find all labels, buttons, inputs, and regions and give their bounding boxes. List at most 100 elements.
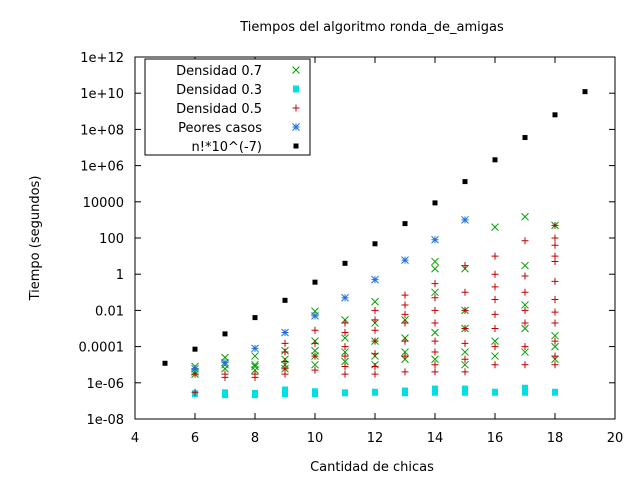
data-point <box>371 316 379 324</box>
x-tick-label: 12 <box>367 431 384 446</box>
data-point <box>311 366 319 374</box>
data-point <box>461 360 469 369</box>
data-point <box>552 388 558 396</box>
data-point <box>251 360 259 369</box>
data-point <box>251 373 259 381</box>
data-point <box>521 306 529 314</box>
x-tick-label: 6 <box>191 431 199 446</box>
data-point <box>341 357 349 366</box>
data-point <box>461 355 469 363</box>
data-point <box>521 301 529 309</box>
y-tick-label: 1e+08 <box>80 123 124 138</box>
data-point <box>431 235 439 244</box>
series-2 <box>191 221 559 396</box>
data-point <box>311 352 319 360</box>
data-point <box>431 355 439 364</box>
y-axis: 1e-08 1e-06 0.0001 0.01 1 100 10000 1e+06 1e+08 1… <box>79 51 615 428</box>
data-point <box>282 386 288 394</box>
data-point <box>192 346 198 352</box>
data-point <box>281 339 289 347</box>
data-point <box>491 337 499 346</box>
data-point <box>491 343 499 351</box>
data-point <box>371 337 379 345</box>
data-point <box>372 241 378 247</box>
data-point <box>491 310 499 318</box>
data-point <box>522 384 528 392</box>
data-point <box>491 325 499 332</box>
data-point <box>251 352 259 360</box>
data-point <box>522 388 528 396</box>
data-point <box>521 348 529 356</box>
data-point <box>491 296 499 304</box>
data-point <box>431 337 439 345</box>
data-point <box>282 390 288 398</box>
x-axis: 4 6 8 10 12 14 16 18 20 <box>131 57 623 446</box>
x-tick-label: 4 <box>131 431 139 446</box>
data-point <box>491 361 499 369</box>
data-point <box>461 368 469 376</box>
data-point <box>551 277 559 285</box>
data-point <box>402 221 408 227</box>
data-point <box>221 358 229 367</box>
legend: Densidad 0.7 Densidad 0.3 Densidad 0.5 Peor… <box>144 58 311 156</box>
data-point <box>431 264 439 273</box>
data-point <box>431 348 439 356</box>
data-point <box>252 391 258 399</box>
data-point <box>492 157 498 163</box>
data-point <box>521 324 529 333</box>
data-point <box>462 179 468 185</box>
x-axis-label: Cantidad de chicas <box>310 460 434 475</box>
data-point <box>251 362 259 371</box>
series-4 <box>162 89 588 366</box>
data-point <box>311 360 319 369</box>
data-point <box>191 364 199 373</box>
data-point <box>371 326 379 334</box>
data-point <box>521 361 529 369</box>
data-point <box>341 329 349 337</box>
data-point <box>431 361 439 369</box>
data-point <box>221 373 229 381</box>
data-point <box>431 306 439 314</box>
data-point <box>401 291 409 299</box>
data-point <box>551 221 559 229</box>
data-point <box>281 358 289 366</box>
data-point <box>521 319 529 327</box>
data-point <box>551 308 559 316</box>
legend-label: n!*10^(-7) <box>192 140 263 155</box>
x-tick-label: 16 <box>487 431 504 446</box>
data-point <box>432 388 438 396</box>
data-point <box>371 297 379 306</box>
legend-marker <box>293 143 299 149</box>
data-point <box>461 288 469 296</box>
data-point <box>461 339 469 347</box>
data-point <box>491 352 499 360</box>
y-tick-label: 1e-08 <box>86 413 124 428</box>
data-point <box>222 331 228 337</box>
data-point <box>341 362 349 370</box>
data-point <box>341 348 349 356</box>
data-point <box>371 362 379 370</box>
data-point <box>551 331 559 340</box>
legend-marker <box>292 104 300 112</box>
data-point <box>342 389 348 397</box>
data-point <box>401 368 409 376</box>
data-point <box>371 275 379 284</box>
data-point <box>431 257 439 266</box>
y-tick-label: 1e-06 <box>86 377 124 392</box>
data-point <box>521 288 529 296</box>
data-point <box>371 350 379 358</box>
data-point <box>401 301 409 309</box>
data-point <box>402 389 408 397</box>
data-point <box>281 328 289 337</box>
data-point <box>551 352 559 360</box>
data-point <box>551 234 559 242</box>
data-point <box>311 339 319 347</box>
data-point <box>311 311 319 320</box>
x-tick-label: 18 <box>547 431 564 446</box>
data-point <box>461 348 469 356</box>
y-tick-label: 1e+06 <box>80 160 124 175</box>
y-tick-label: 10000 <box>83 196 124 211</box>
legend-label: Densidad 0.5 <box>176 102 262 117</box>
data-point <box>491 283 499 291</box>
